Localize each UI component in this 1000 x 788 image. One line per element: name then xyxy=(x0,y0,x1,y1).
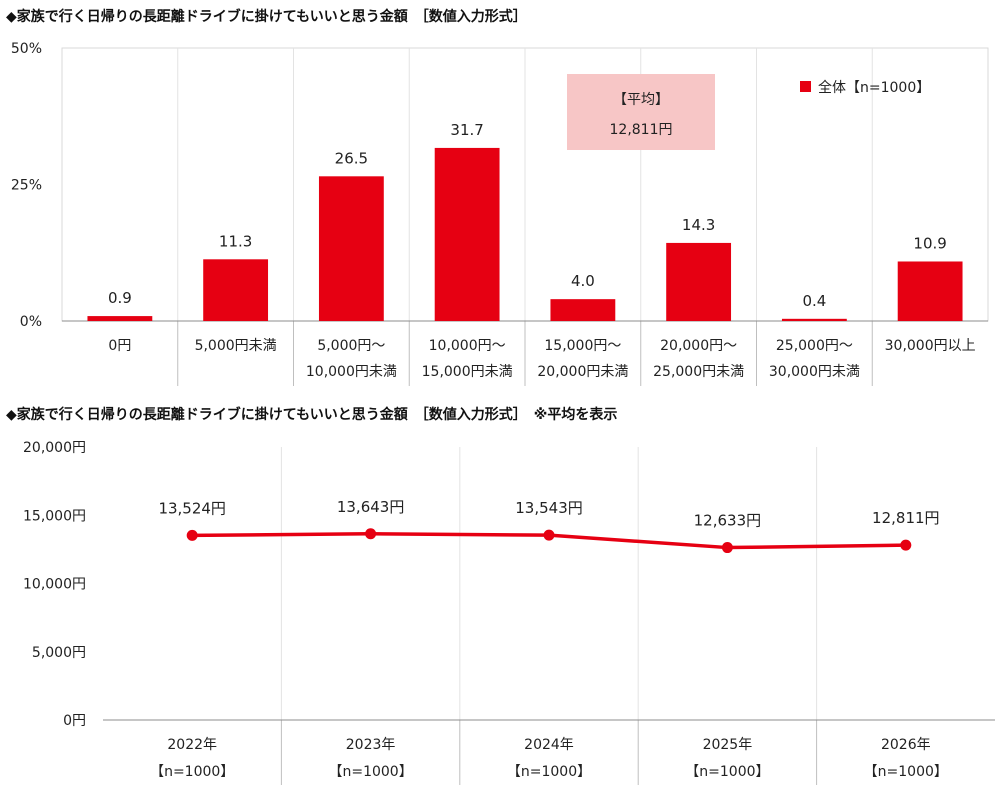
x-tick-label: 0円 xyxy=(108,338,131,354)
y-tick-label: 20,000円 xyxy=(23,440,86,456)
data-point xyxy=(186,529,198,541)
bar-value-label: 4.0 xyxy=(571,272,595,290)
point-value-label: 13,524円 xyxy=(158,499,226,517)
x-tick-label: 15,000円未満 xyxy=(422,364,513,380)
bar xyxy=(666,242,732,321)
x-tick-label: 30,000円以上 xyxy=(885,338,976,354)
point-value-label: 12,811円 xyxy=(872,509,940,527)
line-chart: 20,000円 15,000円 10,000円 5,000円 0円 13,524円 13,6… xyxy=(23,440,995,785)
bar xyxy=(897,261,963,321)
x-tick-label: 5,000円～ xyxy=(317,338,385,354)
bar xyxy=(781,318,847,321)
x-tick-label: 2026年 xyxy=(881,737,931,753)
line-chart-title: ◆家族で行く日帰りの長距離ドライブに掛けてもいいと思う金額 ［数値入力形式］ ※… xyxy=(6,407,618,423)
bar-value-label: 26.5 xyxy=(335,149,368,167)
x-tick-label: 【n=1000】 xyxy=(150,764,234,780)
point-value-label: 13,543円 xyxy=(515,499,583,517)
legend-label: 全体【n=1000】 xyxy=(818,79,930,96)
x-tick-label: 10,000円未満 xyxy=(306,364,397,380)
x-tick-label: 30,000円未満 xyxy=(769,364,860,380)
x-tick-label: 10,000円～ xyxy=(429,338,506,354)
bar-value-label: 31.7 xyxy=(450,121,483,139)
y-tick-label: 50% xyxy=(11,41,42,57)
x-tick-label: 20,000円未満 xyxy=(537,364,628,380)
x-tick-label: 25,000円～ xyxy=(776,338,853,354)
x-tick-label: 5,000円未満 xyxy=(195,338,277,354)
x-tick-label: 2022年 xyxy=(167,737,217,753)
x-tick-label: 25,000円未満 xyxy=(653,364,744,380)
legend-swatch xyxy=(800,81,811,92)
bar-value-label: 0.9 xyxy=(108,289,132,307)
data-point xyxy=(900,539,912,551)
bar xyxy=(203,259,269,321)
point-value-label: 12,633円 xyxy=(694,512,762,530)
average-label: 【平均】 xyxy=(613,92,669,108)
y-tick-label: 10,000円 xyxy=(23,577,86,593)
bar xyxy=(87,316,153,321)
bar xyxy=(550,299,616,321)
x-tick-label: 2023年 xyxy=(346,737,396,753)
bar-value-label: 10.9 xyxy=(913,234,946,252)
bar-value-label: 0.4 xyxy=(802,292,826,310)
x-tick-label: 【n=1000】 xyxy=(685,764,769,780)
y-tick-label: 5,000円 xyxy=(32,645,86,661)
x-tick-label: 【n=1000】 xyxy=(507,764,591,780)
point-value-label: 13,643円 xyxy=(337,498,405,516)
average-value: 12,811円 xyxy=(610,122,673,138)
bar-value-label: 11.3 xyxy=(219,232,252,250)
x-tick-label: 2024年 xyxy=(524,737,574,753)
bar-chart: 50% 25% 0% 0.9 11.3 26.5 31.7 4.0 14.3 0.4 10.9 0円 5… xyxy=(11,41,989,386)
y-tick-label: 25% xyxy=(11,178,42,194)
bar-chart-title: ◆家族で行く日帰りの長距離ドライブに掛けてもいいと思う金額 ［数値入力形式］ xyxy=(6,9,527,25)
average-box xyxy=(567,74,715,150)
y-tick-label: 15,000円 xyxy=(23,508,86,524)
x-tick-label: 2025年 xyxy=(703,737,753,753)
bar xyxy=(434,147,500,321)
x-tick-label: 20,000円～ xyxy=(660,338,737,354)
x-tick-label: 【n=1000】 xyxy=(864,764,948,780)
bar xyxy=(318,176,384,321)
y-tick-label: 0円 xyxy=(63,713,86,729)
x-tick-label: 【n=1000】 xyxy=(328,764,412,780)
data-point xyxy=(365,528,377,540)
data-point xyxy=(721,542,733,554)
y-tick-label: 0% xyxy=(20,314,42,330)
x-tick-label: 15,000円～ xyxy=(544,338,621,354)
bar-value-label: 14.3 xyxy=(682,216,715,234)
data-point xyxy=(543,529,555,541)
